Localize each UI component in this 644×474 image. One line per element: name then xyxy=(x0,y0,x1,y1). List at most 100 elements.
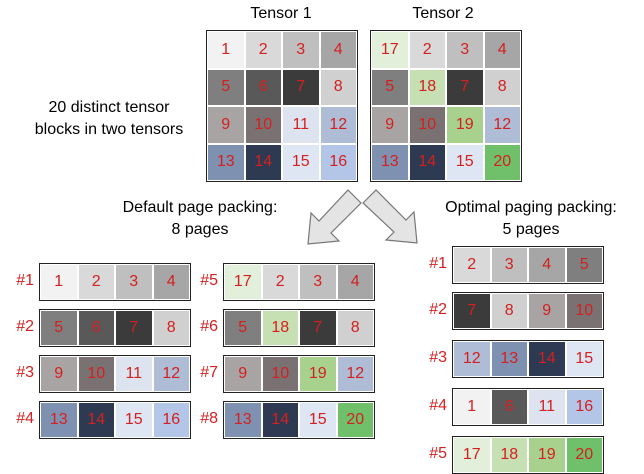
page-block-16: 16 xyxy=(565,389,603,425)
tensor1-block-3: 3 xyxy=(282,31,320,69)
page-block-2: 2 xyxy=(261,264,299,300)
tensor1-block-11: 11 xyxy=(282,106,320,144)
page-block-15: 15 xyxy=(299,402,337,438)
page-block-2: 2 xyxy=(453,247,491,283)
page-block-8: 8 xyxy=(152,310,190,346)
page-block-19: 19 xyxy=(299,356,337,392)
optimal_pages-page-label: #5 xyxy=(429,445,447,462)
page-block-20: 20 xyxy=(336,402,374,438)
default_pages-page-label: #4 xyxy=(16,410,34,427)
tensor2-block-10: 10 xyxy=(408,106,446,144)
page-block-11: 11 xyxy=(528,389,566,425)
tensor2-title: Tensor 2 xyxy=(412,5,474,22)
page-block-12: 12 xyxy=(336,356,374,392)
default_pages-page: 5 18 7 8 xyxy=(223,309,375,347)
tensor1-block-15: 15 xyxy=(282,143,320,181)
tensor2-block-4: 4 xyxy=(483,31,521,69)
page-block-8: 8 xyxy=(490,293,528,329)
optimal_pages-page: 7 8 9 10 xyxy=(452,292,604,330)
page-block-10: 10 xyxy=(261,356,299,392)
page-block-18: 18 xyxy=(261,310,299,346)
tensor1-block-7: 7 xyxy=(282,68,320,106)
page-block-10: 10 xyxy=(77,356,115,392)
page-block-9: 9 xyxy=(40,356,78,392)
page-block-20: 20 xyxy=(565,437,603,473)
page-block-9: 9 xyxy=(528,293,566,329)
arrow-right-icon xyxy=(362,189,418,244)
distinct-blocks-caption-line1: 20 distinct tensor xyxy=(48,99,170,116)
page-block-17: 17 xyxy=(453,437,491,473)
tensor1-grid: 1 2 3 4 5 6 7 8 9 10 11 12 13 14 15 16 xyxy=(206,30,358,182)
tensor1-block-9: 9 xyxy=(207,106,245,144)
tensor1-block-10: 10 xyxy=(244,106,282,144)
tensor2-block-13: 13 xyxy=(371,143,409,181)
page-block-16: 16 xyxy=(152,402,190,438)
default_pages-page-label: #1 xyxy=(16,272,34,289)
page-block-15: 15 xyxy=(565,341,603,377)
tensor2-block-8: 8 xyxy=(483,68,521,106)
optimal_pages-page: 1 6 11 16 xyxy=(452,388,604,426)
tensor1-block-5: 5 xyxy=(207,68,245,106)
optimal_pages-page: 17 18 19 20 xyxy=(452,436,604,474)
page-block-5: 5 xyxy=(224,310,262,346)
tensor2-grid: 17 2 3 4 5 18 7 8 9 10 19 12 13 14 15 20 xyxy=(370,30,522,182)
tensor2-block-9: 9 xyxy=(371,106,409,144)
tensor2-block-7: 7 xyxy=(446,68,484,106)
page-block-13: 13 xyxy=(224,402,262,438)
optimal_pages-page-label: #2 xyxy=(429,301,447,318)
page-block-7: 7 xyxy=(115,310,153,346)
default-packing-caption-line1: Default page packing: xyxy=(122,199,278,216)
page-block-7: 7 xyxy=(299,310,337,346)
page-block-18: 18 xyxy=(490,437,528,473)
page-block-12: 12 xyxy=(453,341,491,377)
tensor2-block-18: 18 xyxy=(408,68,446,106)
default_pages-page: 13 14 15 16 xyxy=(39,401,191,439)
page-block-3: 3 xyxy=(115,264,153,300)
tensor1-block-1: 1 xyxy=(207,31,245,69)
page-block-19: 19 xyxy=(528,437,566,473)
tensor1-block-4: 4 xyxy=(319,31,357,69)
tensor2-block-17: 17 xyxy=(371,31,409,69)
default_pages-page-label: #5 xyxy=(200,272,218,289)
page-block-4: 4 xyxy=(336,264,374,300)
tensor2-block-3: 3 xyxy=(446,31,484,69)
page-block-8: 8 xyxy=(336,310,374,346)
optimal_pages-page-label: #1 xyxy=(429,255,447,272)
default_pages-page: 9 10 11 12 xyxy=(39,355,191,393)
optimal-packing-caption-line2: 5 pages xyxy=(502,221,560,238)
optimal-packing-caption-line1: Optimal paging packing: xyxy=(445,199,617,216)
tensor2-block-19: 19 xyxy=(446,106,484,144)
optimal_pages-page: 12 13 14 15 xyxy=(452,340,604,378)
distinct-blocks-caption-line2: blocks in two tensors xyxy=(34,121,184,138)
arrow-left-icon xyxy=(307,189,362,245)
optimal_pages-page-label: #3 xyxy=(429,349,447,366)
tensor2-block-15: 15 xyxy=(446,143,484,181)
tensor1-title: Tensor 1 xyxy=(250,5,312,22)
default_pages-page: 17 2 3 4 xyxy=(223,263,375,301)
page-block-5: 5 xyxy=(565,247,603,283)
tensor1-block-6: 6 xyxy=(244,68,282,106)
tensor1-block-8: 8 xyxy=(319,68,357,106)
page-block-7: 7 xyxy=(453,293,491,329)
default_pages-page-label: #2 xyxy=(16,318,34,335)
page-block-15: 15 xyxy=(115,402,153,438)
page-block-13: 13 xyxy=(490,341,528,377)
page-block-14: 14 xyxy=(77,402,115,438)
page-block-2: 2 xyxy=(77,264,115,300)
page-block-6: 6 xyxy=(77,310,115,346)
tensor1-block-16: 16 xyxy=(319,143,357,181)
tensor1-block-12: 12 xyxy=(319,106,357,144)
default_pages-page: 9 10 19 12 xyxy=(223,355,375,393)
tensor1-block-14: 14 xyxy=(244,143,282,181)
page-block-4: 4 xyxy=(152,264,190,300)
default_pages-page: 13 14 15 20 xyxy=(223,401,375,439)
page-block-4: 4 xyxy=(528,247,566,283)
page-block-3: 3 xyxy=(490,247,528,283)
optimal_pages-page-label: #4 xyxy=(429,397,447,414)
default_pages-page-label: #3 xyxy=(16,364,34,381)
page-block-10: 10 xyxy=(565,293,603,329)
tensor2-block-20: 20 xyxy=(483,143,521,181)
page-block-1: 1 xyxy=(40,264,78,300)
